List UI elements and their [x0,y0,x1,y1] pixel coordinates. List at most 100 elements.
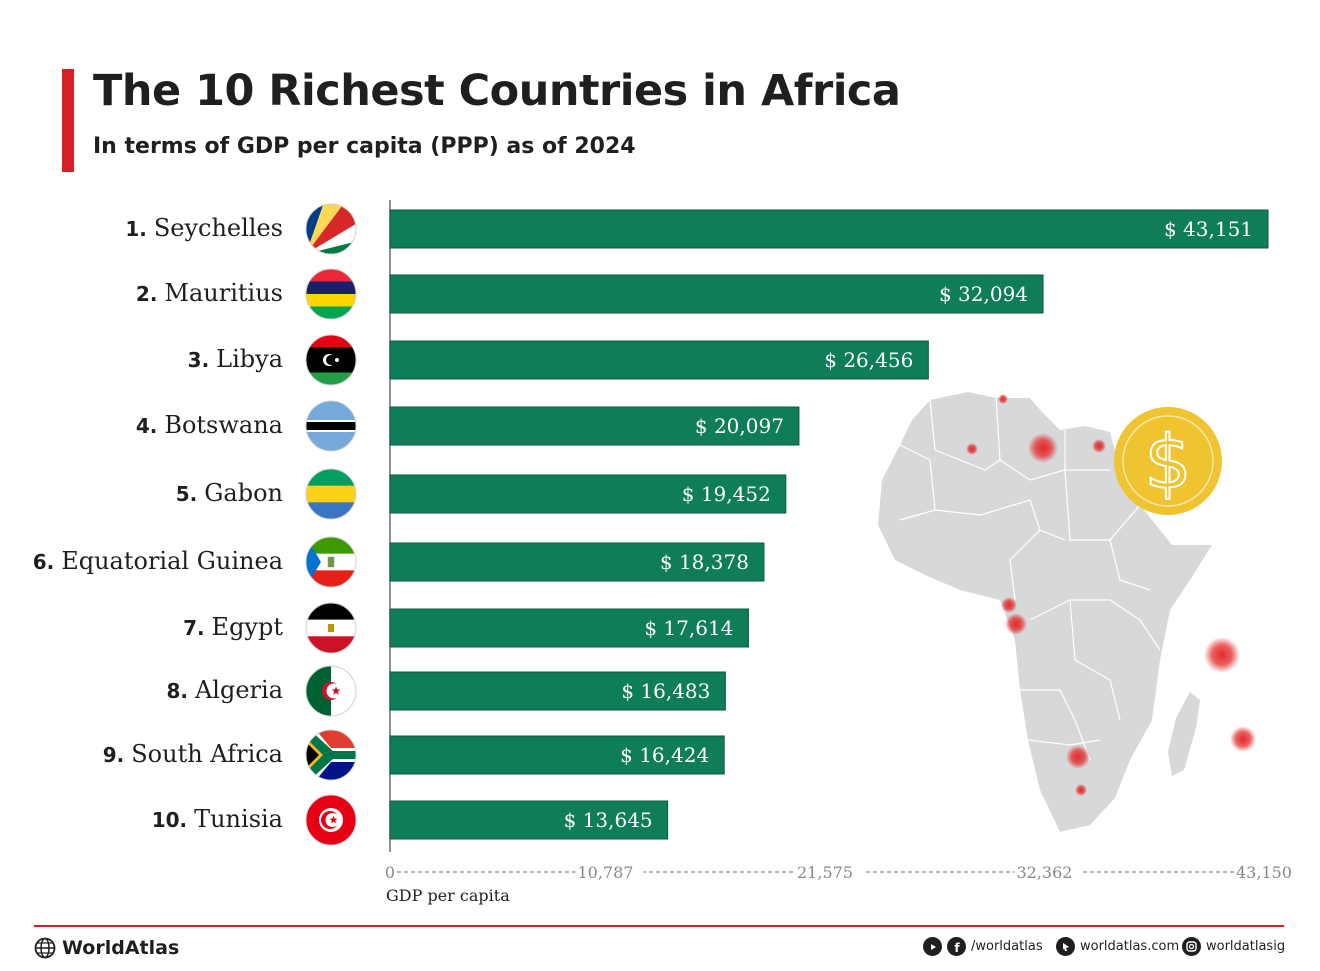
map-marker [1001,597,1017,613]
country-label: 4. Botswana [136,411,283,439]
rank-label: 9. [103,743,131,767]
x-tick-label: 10,787 [577,863,633,882]
africa-map-icon: $ [878,392,1256,832]
country-name: Botswana [164,411,283,439]
x-axis-label: GDP per capita [386,886,510,905]
x-tick-label: 21,575 [797,863,853,882]
x-tick-label: 32,362 [1016,863,1072,882]
country-name: Algeria [194,676,283,704]
bar-row: 2. Mauritius $ 32,094 [136,268,1044,320]
bar [389,209,1269,249]
cursor-icon [1056,937,1075,956]
instagram-icon [1182,937,1201,956]
country-label: 1. Seychelles [125,214,283,242]
bar-row: 6. Equatorial Guinea $ 18,378 [33,536,765,588]
social-handle[interactable]: f /worldatlas [923,937,1043,956]
svg-text:f: f [954,941,960,953]
bar [389,542,765,582]
social-handle-text: /worldatlas [971,939,1043,954]
bar [389,800,669,840]
rank-label: 1. [125,217,153,241]
country-label: 7. Egypt [183,613,283,641]
bar [389,406,800,446]
equatorial-guinea-flag-icon [305,536,357,588]
map-marker [1028,433,1058,463]
bar-value-label: $ 43,151 [1164,217,1253,241]
bar-value-label: $ 17,614 [644,616,733,640]
rank-label: 2. [136,282,164,306]
bar [389,474,787,514]
bar [389,735,725,775]
mauritius-flag-icon [305,268,357,320]
bar [389,340,929,380]
country-label: 3. Libya [188,345,283,373]
x-tick-label: 0 [385,863,395,882]
x-tick-label: 43,150 [1236,863,1292,882]
map-marker [998,394,1008,404]
rank-label: 5. [176,482,204,506]
country-name: Mauritius [164,279,283,307]
tunisia-flag-icon [305,794,357,846]
country-label: 9. South Africa [103,740,283,768]
youtube-icon [923,937,942,956]
svg-text:$: $ [1144,420,1191,506]
libya-flag-icon [305,334,357,386]
country-name: Seychelles [154,214,283,242]
map-marker [1066,745,1090,769]
bar-row: 4. Botswana $ 20,097 [136,400,800,452]
bar-row: 7. Egypt $ 17,614 [183,602,749,654]
map-marker [1230,726,1256,752]
bar-value-label: $ 16,483 [621,679,710,703]
country-label: 6. Equatorial Guinea [33,547,283,575]
bar-row: 5. Gabon $ 19,452 [176,468,787,520]
botswana-flag-icon [305,400,357,452]
instagram-text: worldatlasig [1206,939,1286,954]
bar-row: 1. Seychelles $ 43,151 [125,203,1269,255]
instagram-link[interactable]: worldatlasig [1182,937,1285,956]
footer-divider [34,925,1284,927]
chart-subtitle: In terms of GDP per capita (PPP) as of 2… [93,134,636,159]
country-location-markers [966,394,1256,796]
country-label: 5. Gabon [176,479,283,507]
country-name: Gabon [204,479,283,507]
brand-logo: WorldAtlas [34,937,179,959]
rank-label: 7. [183,616,211,640]
bar [389,608,749,648]
bar-value-label: $ 13,645 [564,808,653,832]
bar-value-label: $ 16,424 [620,743,709,767]
madagascar-shape [1168,692,1200,776]
country-name: Tunisia [194,805,283,833]
country-borders [899,397,1161,761]
dollar-coin-icon: $ [1114,407,1222,515]
egypt-flag-icon [305,602,357,654]
country-name: Egypt [212,613,284,641]
bar-row: 3. Libya $ 26,456 [188,334,929,386]
brand-name: WorldAtlas [62,937,180,959]
seychelles-flag-icon [305,203,357,255]
rank-label: 8. [166,679,194,703]
globe-icon [34,937,56,959]
map-marker [1092,439,1106,453]
bar-value-label: $ 26,456 [824,348,913,372]
bar-value-label: $ 18,378 [660,550,749,574]
bar-row: 9. South Africa $ 16,424 [103,729,725,781]
country-name: Equatorial Guinea [61,547,283,575]
bar-row: 8. Algeria $ 16,483 [166,665,726,717]
bar-value-label: $ 19,452 [682,482,771,506]
bar [389,274,1044,314]
bar-value-label: $ 20,097 [695,414,784,438]
country-label: 2. Mauritius [136,279,283,307]
bar-rows: 1. Seychelles $ 43,151 2. Mauritius $ 32,09… [33,203,1269,846]
website-link[interactable]: worldatlas.com [1056,937,1179,956]
bar-value-label: $ 32,094 [939,282,1028,306]
rank-label: 6. [33,550,61,574]
chart-title: The 10 Richest Countries in Africa [93,66,901,116]
gabon-flag-icon [305,468,357,520]
x-axis-ticks: 0 10,787 21,575 32,362 43,150 [384,862,1302,882]
bar-row: 10. Tunisia $ 13,645 [152,794,669,846]
map-marker [966,443,978,455]
title-accent-bar [62,69,74,172]
map-marker [1075,784,1087,796]
rank-label: 10. [152,808,194,832]
country-name: Libya [216,345,283,373]
